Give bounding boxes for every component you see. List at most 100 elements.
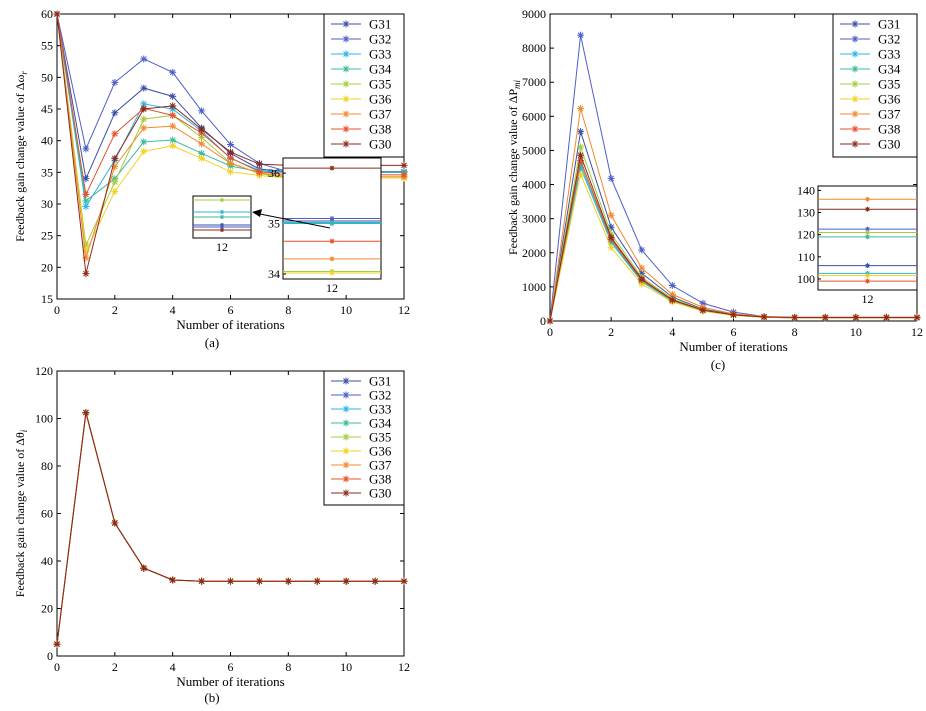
zoom-inset: 34 35 36 12 <box>268 157 382 295</box>
y-tick-label: 100 <box>35 412 53 426</box>
inset-x-tick-label: 12 <box>862 292 874 306</box>
legend-swatch-marker <box>342 433 350 441</box>
inset-y-tick-label: 110 <box>797 250 815 264</box>
data-point <box>198 577 206 585</box>
legend-swatch-marker <box>342 35 350 43</box>
inset-y-tick-label: 34 <box>268 267 280 281</box>
y-tick-label: 25 <box>41 229 53 243</box>
legend-swatch-marker <box>342 80 350 88</box>
legend-entry-label: G31 <box>369 17 391 32</box>
inset-data-point <box>865 226 870 232</box>
data-point <box>111 130 119 138</box>
data-point <box>577 104 585 112</box>
data-point <box>169 68 177 76</box>
legend-entry-label: G32 <box>369 32 391 47</box>
x-tick-label: 0 <box>547 325 553 339</box>
y-axis-label-main: Feedback gain change value of Δω <box>13 75 27 242</box>
data-point <box>169 576 177 584</box>
data-point <box>821 313 829 321</box>
data-point <box>882 313 890 321</box>
data-point <box>82 409 90 417</box>
data-point <box>577 31 585 39</box>
y-tick-label: 0 <box>540 314 546 328</box>
legend-swatch-marker <box>342 50 350 58</box>
inset-y-tick-label: 36 <box>268 166 280 180</box>
legend-entry-label: G30 <box>878 137 900 152</box>
inset-data-point <box>865 278 870 284</box>
data-point <box>607 174 615 182</box>
x-tick-label: 4 <box>170 303 176 317</box>
data-point <box>82 175 90 183</box>
inset-y-tick-label: 100 <box>797 272 815 286</box>
data-point <box>140 138 148 146</box>
data-point <box>111 163 119 171</box>
data-point <box>198 154 206 162</box>
x-tick-label: 2 <box>112 303 118 317</box>
data-point <box>577 151 585 159</box>
y-tick-label: 55 <box>41 39 53 53</box>
legend-entry-label: G30 <box>369 486 391 501</box>
y-tick-label: 0 <box>47 649 53 663</box>
inset-data-point <box>329 270 335 276</box>
data-point <box>140 564 148 572</box>
mini-inset-data-point <box>220 225 224 229</box>
y-axis-label-main: Feedback gain change value of ΔP <box>506 89 520 255</box>
legend-box <box>323 370 405 506</box>
y-tick-label: 60 <box>41 507 53 521</box>
data-point <box>699 299 707 307</box>
legend-entry-label: G32 <box>878 32 900 47</box>
y-tick-label: 20 <box>41 260 53 274</box>
data-point <box>82 145 90 153</box>
data-point <box>607 233 615 241</box>
y-tick-label: 120 <box>35 364 53 378</box>
data-point <box>82 191 90 198</box>
inset-x-tick-label: 12 <box>326 281 338 295</box>
legend-entry-label: G37 <box>369 107 392 122</box>
y-tick-label: 6000 <box>522 109 546 123</box>
x-tick-label: 2 <box>112 660 118 674</box>
x-axis-label: Number of iterations <box>176 317 284 332</box>
y-tick-label: 2000 <box>522 246 546 260</box>
x-tick-label: 12 <box>911 325 923 339</box>
data-point <box>227 148 234 156</box>
data-point <box>227 159 234 167</box>
legend-entry-label: G33 <box>369 402 391 417</box>
legend-entry-label: G31 <box>878 17 900 32</box>
data-point <box>82 270 90 278</box>
data-point <box>577 143 585 151</box>
x-tick-label: 4 <box>170 660 176 674</box>
x-tick-label: 8 <box>285 660 291 674</box>
legend-swatch-marker <box>851 125 859 133</box>
legend-swatch-marker <box>342 65 350 73</box>
legend-box <box>323 13 405 158</box>
data-point <box>400 171 408 179</box>
data-point <box>169 102 177 110</box>
y-axis-label-subscript: r <box>19 71 29 75</box>
legend-swatch-marker <box>342 377 350 385</box>
y-axis-label-main: Feedback gain change value of Δθ <box>13 432 27 597</box>
inset-data-point <box>865 196 870 202</box>
data-point <box>111 109 119 117</box>
y-axis-label-subscript: i <box>19 429 29 432</box>
data-point <box>111 154 119 162</box>
zoom-arrow-line <box>259 213 331 229</box>
zoom-inset: 100 110 120 130 140 12 <box>797 183 918 306</box>
legend-swatch-marker <box>342 20 350 28</box>
x-tick-label: 6 <box>731 325 737 339</box>
data-point <box>284 577 292 585</box>
data-point <box>140 124 148 132</box>
legend-swatch-marker <box>851 95 859 103</box>
inset-data-point <box>865 206 870 212</box>
series-G30 <box>546 151 921 325</box>
legend-swatch-marker <box>851 65 859 73</box>
data-point <box>577 128 585 136</box>
x-axis-label: Number of iterations <box>679 339 787 354</box>
y-tick-label: 7000 <box>522 75 546 89</box>
data-point <box>169 111 177 119</box>
data-point <box>111 519 119 527</box>
y-tick-label: 60 <box>41 7 53 21</box>
inset-data-point <box>329 256 335 262</box>
data-point <box>913 313 921 321</box>
